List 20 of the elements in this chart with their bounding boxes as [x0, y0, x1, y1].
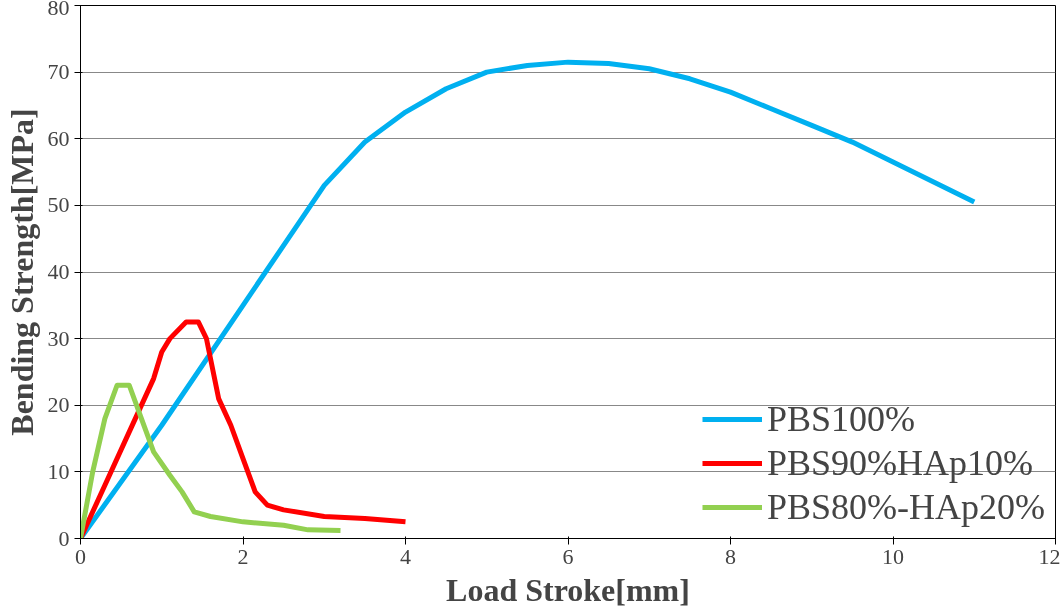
y-tick-label: 50	[47, 192, 70, 218]
x-tick-label: 12	[1038, 543, 1061, 569]
x-tick-label: 2	[237, 543, 249, 569]
y-tick-label: 80	[47, 0, 70, 20]
x-tick-label: 0	[75, 543, 86, 569]
x-tick-label: 4	[400, 543, 411, 569]
y-tick-label: 0	[58, 525, 70, 551]
x-tick-label: 10	[882, 543, 904, 569]
y-tick-label: 20	[47, 392, 70, 418]
legend-label: PBS100%	[766, 398, 916, 440]
x-tick-label: 8	[725, 543, 736, 569]
y-tick-label: 70	[47, 59, 70, 85]
y-tick-label: 30	[47, 325, 70, 351]
x-tick-label: 6	[562, 543, 574, 569]
x-axis-title: Load Stroke[mm]	[446, 571, 690, 608]
legend-label: PBS80%-HAp20%	[766, 486, 1045, 528]
y-axis-title: Bending Strength[MPa]	[3, 108, 40, 436]
y-tick-label: 60	[47, 125, 70, 151]
y-tick-label: 10	[47, 458, 70, 484]
y-tick-label: 40	[47, 259, 70, 284]
